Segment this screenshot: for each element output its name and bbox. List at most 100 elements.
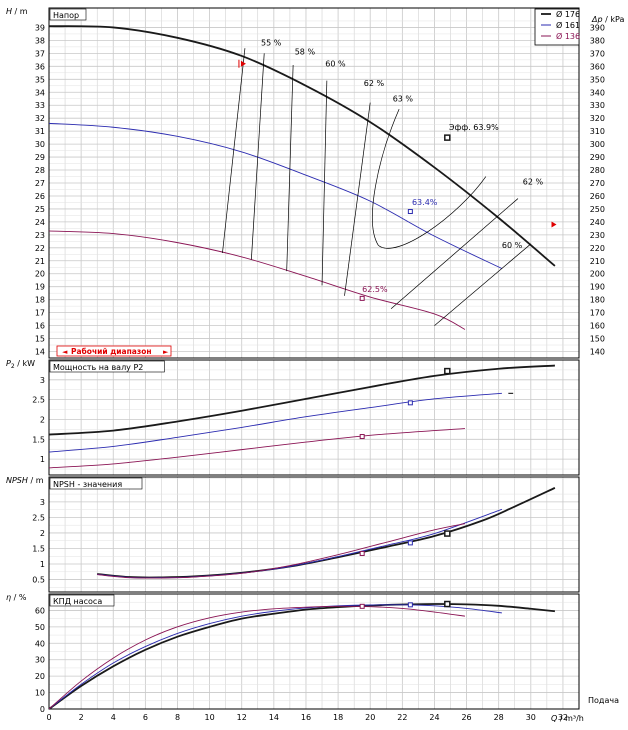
y2-tick-label: 270 (590, 179, 605, 188)
range-arrow-right-icon: ► (163, 348, 169, 356)
panel-eff: 0 10 20 30 40 50 60 КПД насоса η / % (6, 593, 580, 714)
x-axis: 0 2 4 6 8 10 12 14 16 18 20 22 24 26 28 30 32Q / m³/hПод… (46, 696, 619, 723)
y2-tick-label: 240 (590, 218, 605, 227)
legend-label: Ø 161 (556, 20, 580, 30)
head-extras: 55 % 58 % 60 % 62 % 63 % 62 % 60 % Эфф. 63.9% 63… (56, 39, 557, 357)
panel-title-box (49, 8, 87, 21)
y-axis-sub: 2 (11, 363, 15, 370)
x-tick-label: 20 (365, 713, 375, 722)
y-tick-label: 1 (40, 455, 45, 464)
legend-box (534, 8, 580, 46)
y2-tick-label: 340 (590, 88, 605, 97)
y-tick-label: 14 (35, 348, 45, 357)
y-tick-label: 17 (35, 309, 45, 318)
bep-label-d136: 62.5% (362, 285, 388, 294)
x-axis-unit: / m³/h (557, 714, 584, 723)
y-tick-label: 26 (35, 192, 45, 201)
efficiency-label: 60 % (325, 59, 346, 68)
bep-label-d161: 63.4% (412, 198, 438, 207)
y2-tick-label: 390 (590, 23, 605, 32)
x-tick-label: 24 (429, 713, 439, 722)
y-axis-unit: / kW (15, 359, 35, 368)
x-tick-label: 4 (111, 713, 116, 722)
efficiency-label: 62 % (364, 79, 385, 88)
y-tick-label: 25 (35, 205, 45, 214)
y-tick-label: 23 (35, 231, 45, 240)
y-tick-label: 22 (35, 244, 45, 253)
efficiency-isoline (344, 102, 371, 296)
range-start-marker (240, 60, 246, 67)
y-tick-label: 0 (40, 705, 45, 714)
efficiency-label: 62 % (523, 177, 544, 186)
x-tick-label: 18 (333, 713, 343, 722)
y2-tick-label: 320 (590, 114, 605, 123)
y-tick-label: 32 (35, 114, 45, 123)
x-tick-label: 6 (143, 713, 148, 722)
x-tick-label: 0 (46, 713, 51, 722)
y-tick-label: 3 (40, 376, 45, 385)
legend-label: Ø 136 (556, 31, 580, 41)
curve-d136 (49, 428, 465, 469)
curve-d161 (49, 392, 502, 453)
y2-axis-var: Δp (591, 15, 603, 24)
bep-marker (407, 602, 413, 608)
bep-marker (444, 600, 451, 608)
y-tick-label: 1.5 (32, 544, 45, 553)
bep-marker (444, 134, 451, 141)
y2-tick-label: 230 (590, 231, 605, 240)
curve-d136 (97, 523, 466, 579)
x-tick-label: 10 (205, 713, 215, 722)
x-axis-var: Q (551, 714, 557, 723)
y-tick-label: 2.5 (32, 513, 45, 522)
efficiency-label: 58 % (295, 48, 316, 57)
y2-tick-label: 180 (590, 296, 605, 305)
x-tick-label: 16 (301, 713, 311, 722)
panel-title: Напор (53, 11, 79, 20)
y-tick-label: 2 (40, 415, 45, 424)
x-tick-label: 26 (461, 713, 471, 722)
y-axis-label: η / % (6, 593, 27, 602)
curve-d176 (49, 603, 556, 709)
y-tick-label: 31 (35, 127, 45, 136)
panel-frame (48, 7, 580, 359)
y-tick-label: 50 (35, 623, 45, 632)
panel-frame (48, 593, 580, 710)
bep-marker (407, 540, 413, 546)
y-tick-label: 3 (40, 498, 45, 507)
bep-label-d176: Эфф. 63.9% (449, 123, 499, 132)
y-tick-label: 40 (35, 639, 45, 648)
curve-d136 (49, 230, 466, 330)
y2-tick-label: 330 (590, 101, 605, 110)
y-tick-label: 30 (35, 140, 45, 149)
efficiency-label: 60 % (502, 241, 523, 250)
y2-tick-label: 300 (590, 140, 605, 149)
x-tick-label: 12 (237, 713, 247, 722)
y-tick-label: 24 (35, 218, 45, 227)
panel-title: NPSH - значения (53, 480, 122, 489)
panel-title-box (49, 594, 115, 607)
efficiency-label: 55 % (261, 39, 282, 48)
efficiency-isoline (222, 48, 246, 254)
y-axis-var: NPSH (6, 476, 28, 485)
y-tick-label: 21 (35, 257, 45, 266)
x-axis-label: Q / m³/h (551, 714, 584, 723)
panel-frame (48, 359, 580, 476)
efficiency-isoline (251, 53, 265, 260)
curve-d176 (49, 25, 556, 267)
curve-d161 (49, 604, 502, 709)
y-tick-label: 19 (35, 283, 45, 292)
y-tick-label: 20 (35, 672, 45, 681)
panel-title: Мощность на валу P2 (53, 363, 143, 372)
y2-tick-label: 280 (590, 166, 605, 175)
y-tick-label: 27 (35, 179, 45, 188)
bep-marker (359, 603, 365, 609)
y2-tick-label: 160 (590, 322, 605, 331)
y-tick-label: 35 (35, 75, 45, 84)
curve-d161 (97, 508, 503, 579)
y-axis-unit: / m (28, 476, 44, 485)
x-tick-label: 14 (269, 713, 279, 722)
y-tick-label: 60 (35, 606, 45, 615)
bep-marker (359, 434, 365, 440)
y-tick-label: 0.5 (32, 576, 45, 585)
